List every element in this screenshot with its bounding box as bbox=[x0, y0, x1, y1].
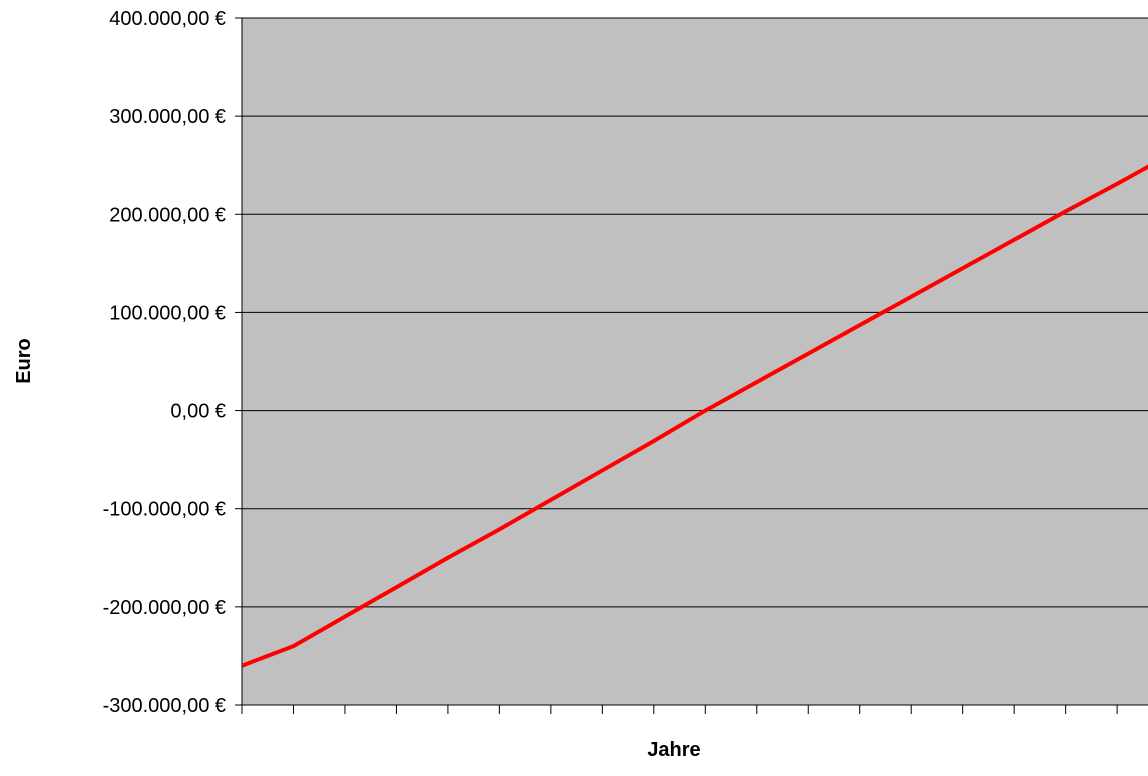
gridlines bbox=[242, 17, 1148, 608]
series-line bbox=[242, 164, 1148, 668]
x-axis-label: Jahre bbox=[647, 739, 700, 761]
y-tick-label: -300.000,00 € bbox=[103, 695, 226, 717]
y-tick-label: -200.000,00 € bbox=[103, 597, 226, 619]
plot-area bbox=[242, 18, 1148, 705]
y-tick-label: 200.000,00 € bbox=[109, 204, 226, 226]
y-tick-label: 400.000,00 € bbox=[109, 8, 226, 30]
y-tick-label: 300.000,00 € bbox=[109, 106, 226, 128]
y-tick-label: 100.000,00 € bbox=[109, 302, 226, 324]
y-tick-label: 0,00 € bbox=[170, 401, 226, 423]
y-tick-label: -100.000,00 € bbox=[103, 499, 226, 521]
series-layer bbox=[242, 164, 1148, 668]
y-axis-label: Euro bbox=[13, 338, 35, 384]
y-axis-ticks: -300.000,00 € -200.000,00 € -100.000,00 € 0… bbox=[103, 8, 242, 717]
x-axis-ticks bbox=[241, 705, 1118, 714]
